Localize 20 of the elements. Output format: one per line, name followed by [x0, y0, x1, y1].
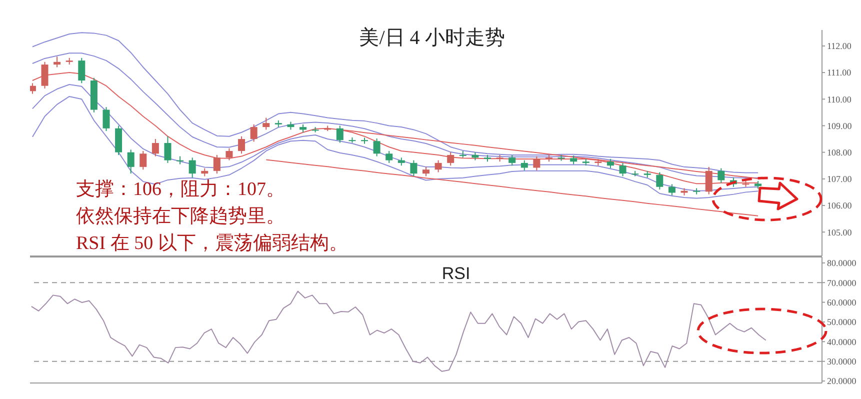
y-tick-label: 112.00 — [827, 41, 852, 52]
y-tick-label: 109.00 — [827, 120, 852, 131]
y-tick-label: 111.00 — [827, 68, 852, 78]
y-tick-label: 80.0000 — [827, 258, 857, 268]
y-tick-label: 105.00 — [827, 227, 852, 238]
y-tick-label: 106.00 — [827, 200, 852, 211]
y-tick-label: 108.00 — [827, 148, 852, 158]
y-tick-label: 70.0000 — [827, 278, 857, 288]
y-tick-label: 110.00 — [827, 94, 852, 104]
y-tick-label: 60.0000 — [827, 297, 857, 308]
annotation: 支撑：106，阻力：107。 — [76, 178, 286, 202]
chart-title: 美/日 4 小时走势 — [359, 27, 505, 49]
y-tick-label: 40.0000 — [827, 336, 857, 347]
annotation: RSI 在 50 以下，震荡偏弱结构。 — [76, 232, 348, 256]
chart-title: RSI — [442, 264, 470, 283]
y-tick-label: 30.0000 — [827, 356, 857, 367]
y-tick-label: 20.0000 — [827, 376, 857, 386]
y-tick-label: 107.00 — [827, 174, 852, 184]
annotation: 依然保持在下降趋势里。 — [76, 205, 286, 229]
y-tick-label: 50.0000 — [827, 317, 857, 328]
